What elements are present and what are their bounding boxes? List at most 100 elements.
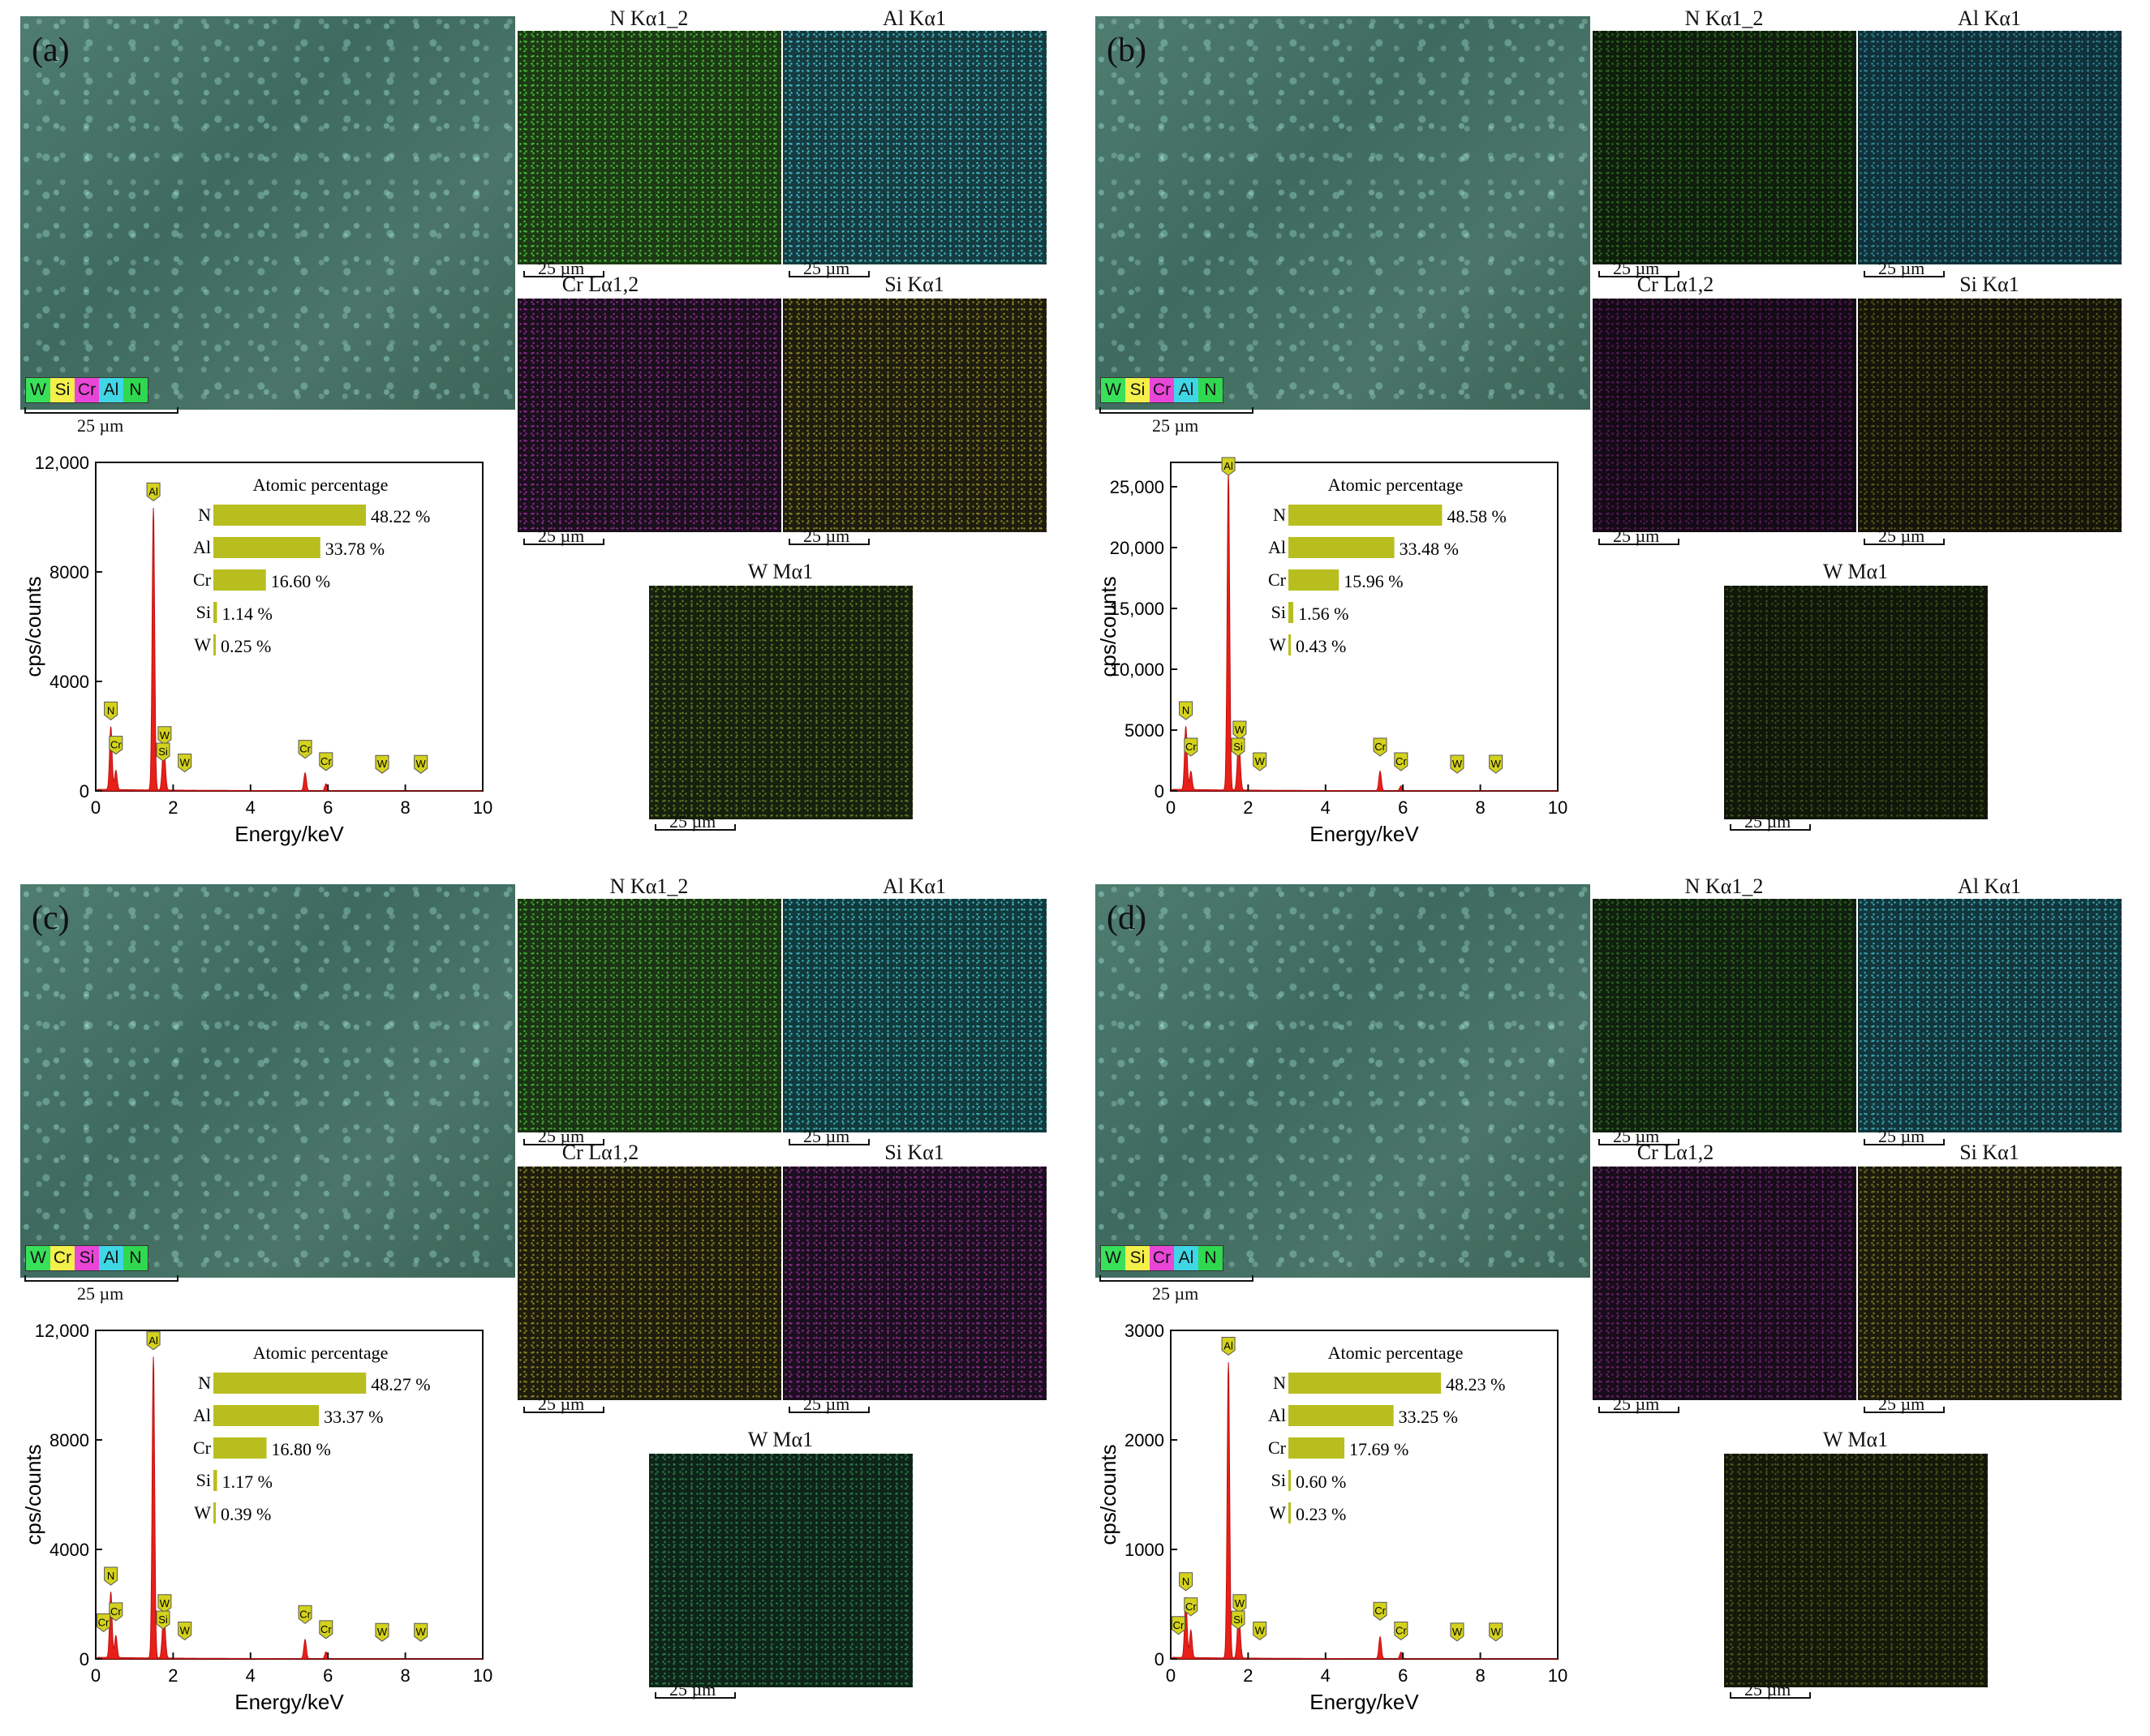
x-tick-label: 6 bbox=[323, 1665, 333, 1686]
atomic-element-label: Cr bbox=[193, 1437, 212, 1458]
svg-text:Cr: Cr bbox=[299, 743, 311, 755]
x-axis-label: Energy/keV bbox=[1309, 822, 1419, 846]
svg-text:W: W bbox=[416, 1626, 427, 1638]
peak-marker-cr: Cr bbox=[1394, 1622, 1408, 1641]
sem-scale-bar bbox=[1099, 407, 1253, 414]
atomic-element-label: Si bbox=[1271, 1470, 1286, 1490]
peak-marker-n: N bbox=[104, 701, 118, 720]
element-legend: W Cr Si Al N bbox=[25, 1245, 148, 1271]
sem-scale-label: 25 µm bbox=[1152, 1283, 1199, 1304]
y-tick-label: 3000 bbox=[1124, 1322, 1164, 1341]
svg-text:N: N bbox=[1182, 704, 1189, 716]
legend-item-n: N bbox=[123, 1246, 148, 1270]
atomic-value: 48.27 % bbox=[371, 1374, 430, 1394]
atomic-value: 0.60 % bbox=[1296, 1472, 1346, 1492]
map-scale-bar bbox=[1864, 271, 1945, 277]
map-scale-label: 25 µm bbox=[538, 1394, 585, 1414]
svg-text:Cr: Cr bbox=[1374, 741, 1386, 753]
peak-marker-si: Si bbox=[1231, 1610, 1245, 1630]
svg-text:W: W bbox=[1235, 1597, 1245, 1609]
peak-marker-w: W bbox=[1232, 720, 1247, 740]
atomic-bar bbox=[1288, 1470, 1291, 1491]
atomic-bar bbox=[213, 634, 216, 655]
legend-item-cr: Cr bbox=[50, 1246, 75, 1270]
map-scale-bar bbox=[789, 539, 870, 545]
y-tick-label: 25,000 bbox=[1110, 477, 1164, 497]
peak-marker-w: W bbox=[1253, 1622, 1267, 1641]
map-scale-label: 25 µm bbox=[803, 526, 850, 546]
svg-text:Al: Al bbox=[1223, 460, 1233, 472]
svg-text:Si: Si bbox=[1233, 741, 1243, 753]
map-scale-label: 25 µm bbox=[1613, 1126, 1660, 1146]
atomic-element-label: N bbox=[198, 505, 211, 525]
legend-item-w: W bbox=[1101, 378, 1125, 402]
atomic-element-label: W bbox=[1269, 634, 1286, 655]
map-scale-bar bbox=[1598, 539, 1679, 545]
svg-text:W: W bbox=[1452, 1626, 1463, 1638]
eds-spectrum-chart: 0 2 4 6 8 10 0 1000 2000 3000 Energy/keV cps/counts… bbox=[1099, 1322, 1586, 1720]
atomic-bar bbox=[213, 505, 367, 526]
sem-scale-label: 25 µm bbox=[77, 1283, 124, 1304]
map-scale-bar bbox=[1598, 1139, 1679, 1145]
map-scale-label: 25 µm bbox=[538, 258, 585, 278]
atomic-bar bbox=[213, 1405, 320, 1426]
element-map bbox=[1858, 31, 2122, 264]
map-scale-bar bbox=[1730, 1692, 1811, 1699]
map-scale-label: 25 µm bbox=[1744, 1679, 1791, 1699]
peak-marker-w: W bbox=[178, 1622, 192, 1641]
atomic-element-label: W bbox=[1269, 1502, 1286, 1523]
atomic-bar bbox=[1288, 1502, 1291, 1523]
element-legend: W Si Cr Al N bbox=[1100, 1245, 1223, 1271]
svg-text:Al: Al bbox=[148, 1334, 158, 1347]
map-scale-label: 25 µm bbox=[1878, 1394, 1925, 1414]
element-map bbox=[1858, 299, 2122, 532]
map-scale-bar bbox=[1598, 271, 1679, 277]
peak-marker-cr: Cr bbox=[1394, 752, 1408, 771]
x-tick-label: 0 bbox=[91, 1665, 101, 1686]
panel-b: (b) W Si Cr Al N 25 µm N Kα1_2 25 µm Al Kα1 25 µm C… bbox=[1075, 0, 2150, 868]
atomic-bar bbox=[1288, 1373, 1442, 1394]
y-tick-label: 1000 bbox=[1124, 1540, 1164, 1560]
map-scale-bar bbox=[789, 271, 870, 277]
svg-text:W: W bbox=[377, 1626, 388, 1638]
panel-tag: (a) bbox=[32, 32, 70, 69]
peak-marker-cr: Cr bbox=[1373, 737, 1387, 757]
svg-text:Al: Al bbox=[148, 485, 158, 497]
atomic-element-label: W bbox=[194, 634, 211, 655]
y-tick-label: 0 bbox=[1155, 1649, 1164, 1669]
atomic-value: 0.39 % bbox=[221, 1504, 271, 1524]
peak-marker-w: W bbox=[157, 1594, 172, 1614]
svg-text:Si: Si bbox=[1233, 1614, 1243, 1626]
x-tick-label: 10 bbox=[473, 1665, 492, 1686]
panel-a: (a) W Si Cr Al N 25 µm N Kα1_2 25 µm Al Kα1 25 µm C… bbox=[0, 0, 1075, 868]
svg-text:W: W bbox=[1255, 1625, 1266, 1637]
atomic-bar bbox=[1288, 602, 1294, 623]
peak-marker-cr: Cr bbox=[1184, 1597, 1198, 1617]
y-tick-label: 15,000 bbox=[1110, 599, 1164, 619]
atomic-title: Atomic percentage bbox=[1328, 1343, 1464, 1363]
svg-text:W: W bbox=[180, 1625, 191, 1637]
map-scale-bar bbox=[1598, 1407, 1679, 1413]
atomic-value: 0.43 % bbox=[1296, 636, 1346, 656]
x-tick-label: 2 bbox=[168, 797, 178, 818]
atomic-bar bbox=[1288, 1405, 1394, 1426]
svg-text:Al: Al bbox=[1223, 1340, 1233, 1352]
atomic-element-label: Si bbox=[196, 602, 211, 622]
legend-item-si: Si bbox=[1125, 1246, 1150, 1270]
map-title: Cr Lα1,2 bbox=[1636, 1141, 1714, 1164]
y-tick-label: 4000 bbox=[49, 672, 89, 692]
svg-text:W: W bbox=[180, 757, 191, 769]
atomic-value: 0.23 % bbox=[1296, 1504, 1346, 1524]
atomic-value: 1.17 % bbox=[222, 1472, 273, 1492]
element-map bbox=[649, 586, 913, 819]
peak-marker-w: W bbox=[1450, 754, 1464, 774]
map-title: W Mα1 bbox=[1822, 1428, 1889, 1451]
svg-text:W: W bbox=[1235, 724, 1245, 736]
legend-item-cr: Cr bbox=[1150, 1246, 1174, 1270]
y-axis-label: cps/counts bbox=[1099, 576, 1120, 677]
y-tick-label: 0 bbox=[1155, 781, 1164, 801]
map-title: W Mα1 bbox=[747, 1428, 814, 1451]
x-tick-label: 0 bbox=[1166, 1665, 1176, 1686]
svg-text:W: W bbox=[160, 729, 170, 741]
map-scale-bar bbox=[523, 1407, 604, 1413]
